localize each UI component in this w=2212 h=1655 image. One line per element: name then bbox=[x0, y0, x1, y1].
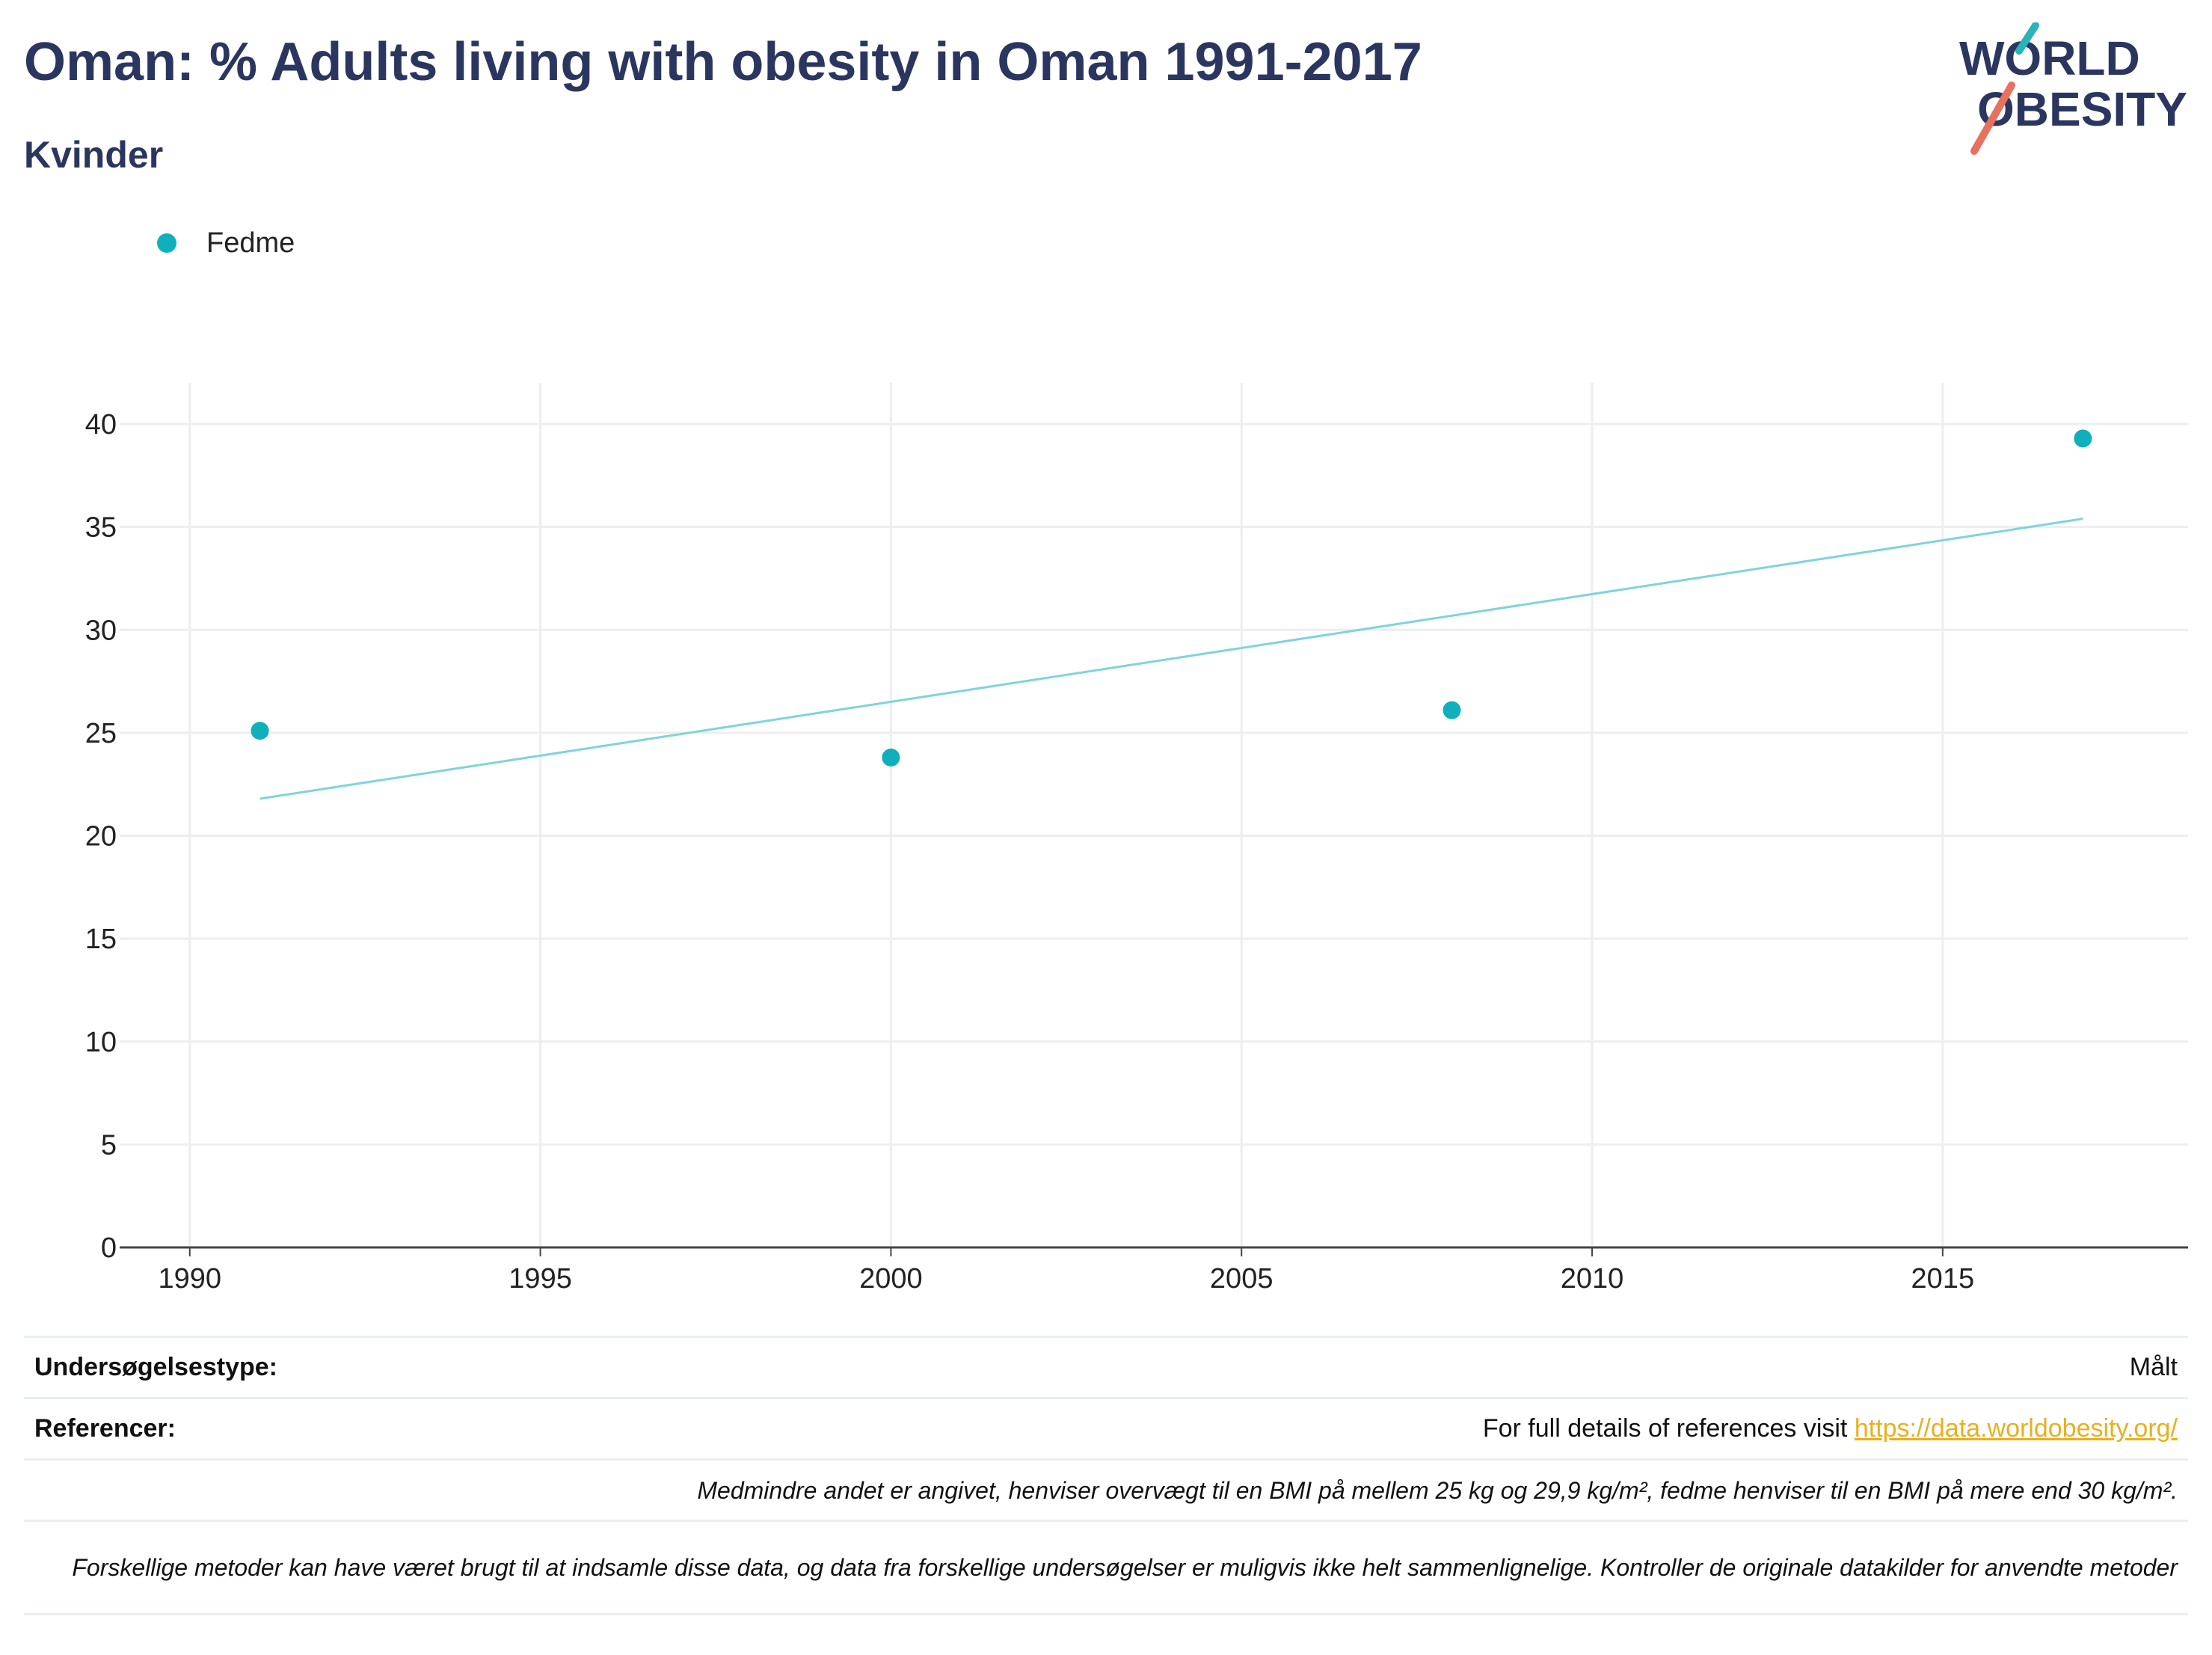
bmi-note: Medmindre andet er angivet, henviser ove… bbox=[697, 1476, 2178, 1504]
page-title: Oman: % Adults living with obesity in Om… bbox=[24, 32, 1422, 92]
trendline bbox=[259, 518, 2083, 800]
survey-type-value: Målt bbox=[2129, 1353, 2178, 1381]
logo-teal-slash bbox=[2015, 22, 2039, 55]
y-tick-label: 30 bbox=[85, 615, 117, 646]
info-table: Undersøgelsestype: Målt Referencer: For … bbox=[24, 1336, 2188, 1615]
scatter-chart: 1990 1995 2000 2005 2010 2015 0 5 10 15 20 25 30 35 40 bbox=[85, 383, 2188, 1294]
data-point bbox=[2074, 429, 2092, 448]
x-tick-label: 2010 bbox=[1561, 1263, 1624, 1294]
x-tick-label: 1990 bbox=[158, 1263, 221, 1294]
methods-note: Forskellige metoder kan have været brugt… bbox=[72, 1554, 2178, 1581]
y-tick-label: 25 bbox=[85, 718, 117, 749]
logo-red-slash bbox=[1970, 82, 2015, 155]
survey-type-row: Undersøgelsestype: Målt bbox=[24, 1336, 2188, 1397]
legend-label-fedme: Fedme bbox=[206, 227, 295, 259]
page-subtitle: Kvinder bbox=[24, 134, 164, 176]
references-value: For full details of references visit htt… bbox=[1483, 1414, 2178, 1443]
y-tick-label: 40 bbox=[85, 409, 117, 440]
methods-note-row: Forskellige metoder kan have været brugt… bbox=[24, 1520, 2188, 1615]
references-link[interactable]: https://data.worldobesity.org/ bbox=[1854, 1414, 2178, 1443]
grid-layer bbox=[120, 383, 2188, 1247]
world-obesity-logo: WORLD OBESITY bbox=[1959, 22, 2187, 155]
y-tick-label: 20 bbox=[85, 821, 117, 853]
x-tick-label: 2015 bbox=[1911, 1263, 1975, 1294]
survey-type-label: Undersøgelsestype: bbox=[34, 1353, 277, 1381]
x-tick-label: 2000 bbox=[859, 1263, 923, 1294]
y-tick-label: 10 bbox=[85, 1027, 117, 1058]
x-tick-label: 1995 bbox=[509, 1263, 572, 1294]
references-text: For full details of references visit bbox=[1482, 1414, 1848, 1443]
bmi-note-row: Medmindre andet er angivet, henviser ove… bbox=[24, 1458, 2188, 1520]
x-tick-label: 2005 bbox=[1210, 1263, 1274, 1294]
y-tick-label: 0 bbox=[101, 1232, 117, 1264]
trendline-layer bbox=[259, 518, 2083, 800]
data-point bbox=[1443, 701, 1461, 719]
points-layer bbox=[251, 429, 2092, 767]
logo-line1: WORLD bbox=[1959, 31, 2140, 85]
y-tick-label: 15 bbox=[85, 924, 117, 955]
data-point bbox=[882, 748, 900, 767]
data-point bbox=[251, 722, 269, 740]
chart-legend[interactable]: Fedme bbox=[157, 223, 295, 263]
y-tick-label: 5 bbox=[101, 1129, 117, 1161]
y-tick-label: 35 bbox=[85, 512, 117, 544]
references-row: Referencer: For full details of referenc… bbox=[24, 1397, 2188, 1458]
legend-marker-fedme bbox=[157, 233, 176, 253]
references-label: Referencer: bbox=[34, 1414, 176, 1443]
axis-layer: 1990 1995 2000 2005 2010 2015 0 5 10 15 20 25 30 35 40 bbox=[85, 409, 2188, 1294]
